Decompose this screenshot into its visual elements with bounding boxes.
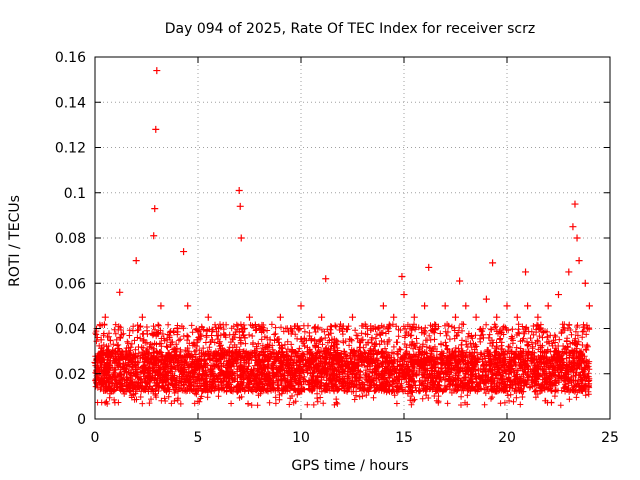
data-point [425, 263, 433, 271]
data-point [431, 325, 439, 332]
data-point [256, 325, 264, 332]
axis-ticks: 0 0.02 0.04 0.06 0.08 0.1 0.12 0.14 0.16 0 5 10 15 20… [55, 50, 619, 446]
x-tick-label: 15 [395, 430, 413, 446]
data-point [318, 313, 326, 321]
data-point [122, 347, 130, 355]
data-point [522, 268, 530, 276]
data-point [398, 272, 406, 280]
data-point [571, 200, 579, 208]
data-point [215, 325, 223, 332]
y-tick-label: 0.16 [55, 50, 86, 66]
data-point [307, 336, 315, 344]
y-tick-label: 0.14 [55, 95, 86, 111]
data-point [472, 313, 480, 321]
data-point [138, 313, 146, 321]
data-point [456, 277, 464, 285]
y-tick-label: 0.06 [55, 276, 86, 292]
data-point [575, 257, 583, 265]
data-point [513, 313, 521, 321]
data-point [565, 268, 573, 276]
chart-title: Day 094 of 2025, Rate Of TEC Index for r… [165, 21, 535, 37]
data-point [112, 347, 120, 355]
x-axis-label: GPS time / hours [291, 458, 408, 474]
data-point [534, 313, 542, 321]
data-point [143, 347, 150, 355]
data-point [369, 325, 377, 332]
data-point [297, 302, 305, 310]
data-point [555, 291, 562, 299]
data-point [328, 336, 336, 344]
data-point [421, 302, 429, 310]
data-point [152, 125, 160, 133]
data-point [194, 336, 202, 344]
data-point [150, 232, 158, 240]
data-markers [91, 67, 593, 409]
x-tick-label: 0 [91, 430, 100, 446]
data-point [390, 313, 398, 321]
data-point [462, 302, 470, 310]
data-point [410, 313, 418, 321]
data-point [157, 302, 165, 310]
data-point [349, 313, 356, 321]
y-axis-label: ROTI / TECUs [7, 195, 23, 287]
y-tick-label: 0.1 [64, 186, 86, 202]
data-point [235, 186, 243, 194]
data-point [184, 302, 192, 310]
data-point [116, 288, 124, 296]
data-point [441, 302, 449, 310]
data-point [338, 325, 346, 332]
data-point [585, 302, 593, 310]
data-point [237, 234, 245, 242]
x-tick-label: 5 [194, 430, 203, 446]
data-point [573, 234, 581, 242]
data-point [204, 313, 212, 321]
x-tick-label: 10 [292, 430, 310, 446]
data-point [132, 257, 140, 265]
data-point [489, 259, 497, 267]
y-tick-label: 0 [77, 412, 86, 428]
data-point [400, 291, 408, 299]
data-point [276, 313, 284, 321]
data-point [524, 302, 532, 310]
data-point [246, 313, 253, 321]
data-point [173, 325, 181, 332]
data-point [97, 336, 105, 344]
y-tick-label: 0.08 [55, 231, 86, 247]
x-tick-label: 20 [498, 430, 516, 446]
data-point [359, 336, 367, 344]
data-point [493, 313, 501, 321]
data-point [322, 275, 330, 283]
data-point [266, 336, 274, 344]
data-cloud [92, 321, 593, 409]
data-point [225, 347, 233, 355]
data-point [569, 223, 577, 231]
data-point [153, 67, 161, 75]
y-tick-label: 0.12 [55, 141, 86, 157]
data-point [101, 313, 109, 321]
data-point [151, 205, 159, 213]
data-point [287, 325, 295, 332]
data-point [180, 248, 188, 256]
data-point [452, 313, 459, 321]
data-point [503, 302, 511, 310]
data-point [544, 302, 552, 310]
data-point [482, 295, 490, 303]
y-tick-label: 0.04 [55, 322, 86, 338]
data-point [163, 336, 171, 344]
grid-lines [95, 57, 610, 419]
data-point [379, 302, 387, 310]
x-tick-label: 25 [601, 430, 619, 446]
data-point [581, 279, 589, 287]
data-point [236, 202, 244, 210]
y-tick-label: 0.02 [55, 367, 86, 383]
